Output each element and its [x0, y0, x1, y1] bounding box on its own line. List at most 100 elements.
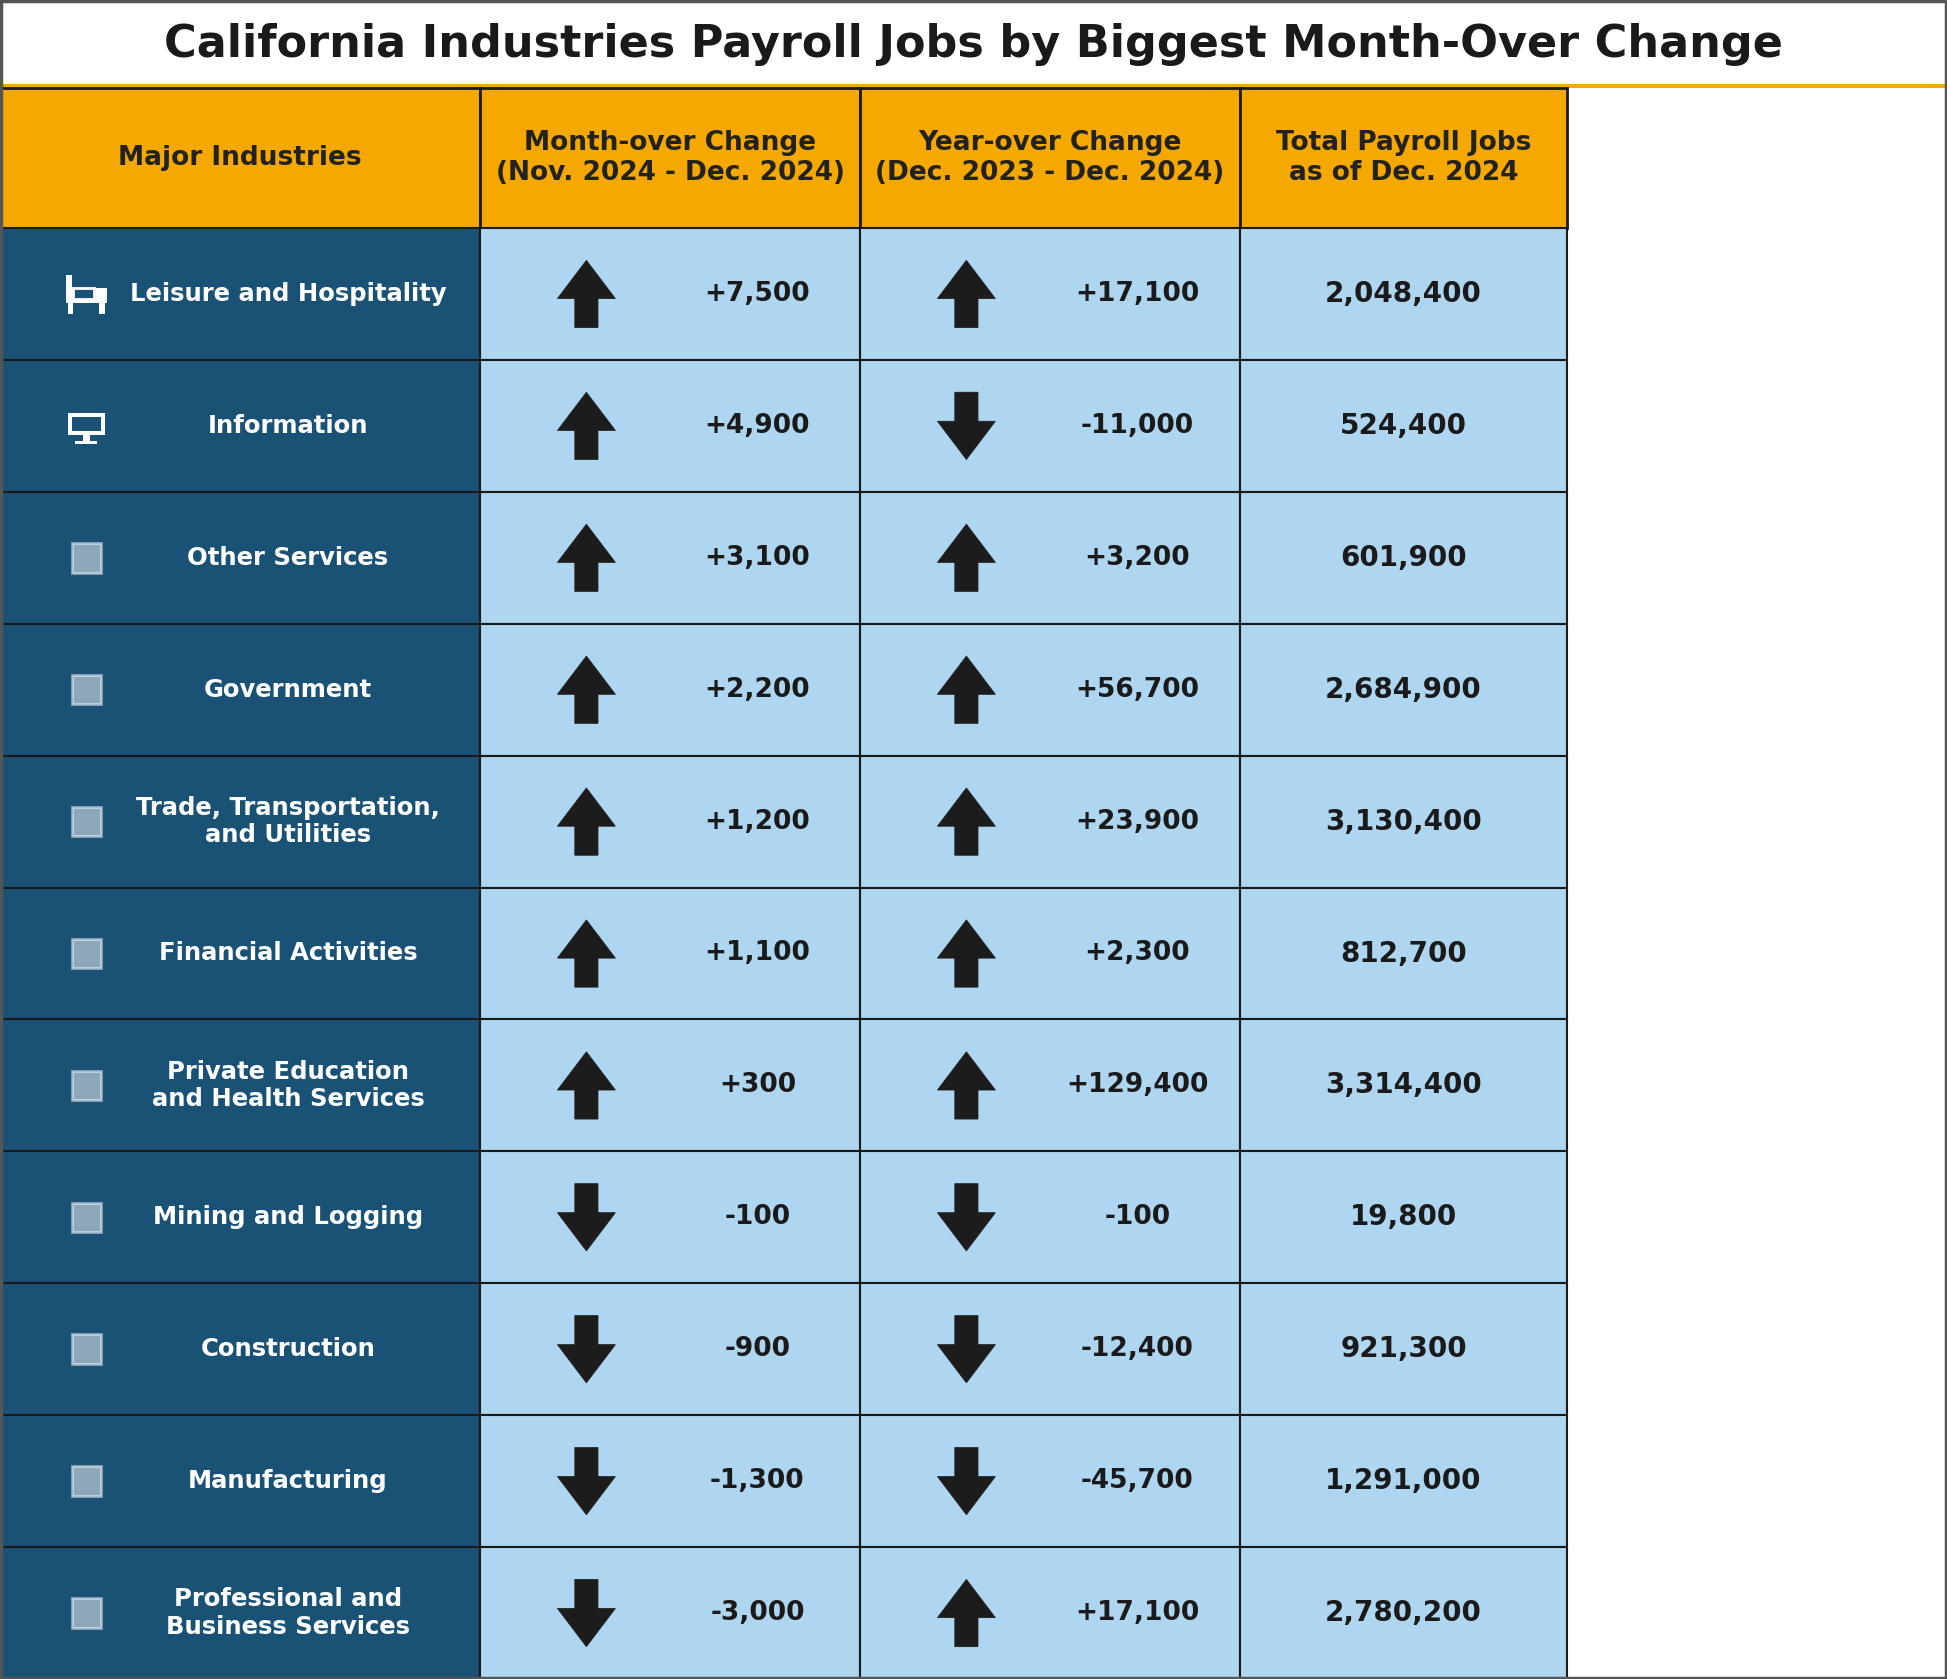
Polygon shape — [557, 1447, 615, 1514]
Polygon shape — [557, 524, 615, 591]
Text: +2,300: +2,300 — [1084, 940, 1190, 967]
Text: +23,900: +23,900 — [1075, 809, 1199, 834]
Text: -12,400: -12,400 — [1081, 1336, 1194, 1362]
Polygon shape — [557, 393, 615, 460]
Bar — [481, 87, 861, 228]
Bar — [861, 623, 1240, 756]
Polygon shape — [937, 1580, 995, 1647]
Text: -1,300: -1,300 — [711, 1467, 804, 1494]
Text: +17,100: +17,100 — [1075, 280, 1199, 307]
Bar — [861, 756, 1240, 888]
Bar — [1240, 1152, 1567, 1283]
Text: Trade, Transportation,
and Utilities: Trade, Transportation, and Utilities — [136, 796, 440, 848]
Bar — [1240, 623, 1567, 756]
Text: +3,200: +3,200 — [1084, 544, 1190, 571]
Text: -100: -100 — [724, 1204, 790, 1231]
Bar — [1240, 756, 1567, 888]
Bar — [0, 756, 481, 888]
Bar — [861, 1283, 1240, 1415]
Bar — [0, 1546, 481, 1679]
Polygon shape — [557, 920, 615, 987]
Text: +7,500: +7,500 — [705, 280, 810, 307]
Bar — [72, 1598, 101, 1629]
Bar — [0, 87, 481, 228]
Bar — [72, 808, 101, 836]
Text: California Industries Payroll Jobs by Biggest Month-Over Change: California Industries Payroll Jobs by Bi… — [164, 22, 1783, 65]
Bar — [861, 228, 1240, 359]
Bar — [0, 1019, 481, 1152]
Text: Professional and
Business Services: Professional and Business Services — [165, 1587, 411, 1639]
Text: -45,700: -45,700 — [1081, 1467, 1194, 1494]
Text: Construction: Construction — [201, 1336, 376, 1362]
Text: Manufacturing: Manufacturing — [189, 1469, 387, 1493]
Bar — [481, 1415, 861, 1546]
Bar — [481, 359, 861, 492]
Text: Financial Activities: Financial Activities — [160, 942, 417, 965]
Text: 19,800: 19,800 — [1349, 1204, 1456, 1231]
Bar — [481, 492, 861, 623]
Text: 812,700: 812,700 — [1340, 940, 1466, 967]
Bar — [1240, 1283, 1567, 1415]
Bar — [72, 1466, 101, 1496]
Text: Leisure and Hospitality: Leisure and Hospitality — [130, 282, 446, 306]
Text: Total Payroll Jobs
as of Dec. 2024: Total Payroll Jobs as of Dec. 2024 — [1275, 129, 1530, 186]
Text: +1,200: +1,200 — [705, 809, 810, 834]
Bar — [0, 492, 481, 623]
Bar — [481, 1152, 861, 1283]
Text: 3,130,400: 3,130,400 — [1326, 808, 1482, 836]
Bar — [68, 304, 74, 314]
Bar — [0, 1283, 481, 1415]
Bar — [481, 1546, 861, 1679]
Polygon shape — [937, 656, 995, 724]
Text: Mining and Logging: Mining and Logging — [154, 1206, 422, 1229]
Bar — [1240, 888, 1567, 1019]
Bar — [0, 359, 481, 492]
Bar — [72, 675, 101, 705]
Text: Month-over Change
(Nov. 2024 - Dec. 2024): Month-over Change (Nov. 2024 - Dec. 2024… — [495, 129, 845, 186]
Text: -900: -900 — [724, 1336, 790, 1362]
Text: -100: -100 — [1104, 1204, 1170, 1231]
Text: 1,291,000: 1,291,000 — [1326, 1467, 1482, 1494]
Bar — [0, 0, 1947, 87]
Bar — [1240, 1546, 1567, 1679]
Polygon shape — [557, 1051, 615, 1120]
Text: 921,300: 921,300 — [1340, 1335, 1466, 1363]
Bar — [99, 304, 105, 314]
Bar — [72, 1071, 101, 1100]
Text: Major Industries: Major Industries — [119, 144, 362, 171]
Text: +1,100: +1,100 — [705, 940, 810, 967]
Bar — [72, 1202, 101, 1232]
Polygon shape — [937, 1051, 995, 1120]
Bar — [72, 1335, 101, 1363]
Text: +17,100: +17,100 — [1075, 1600, 1199, 1625]
Text: +3,100: +3,100 — [705, 544, 810, 571]
Polygon shape — [937, 1316, 995, 1383]
Bar — [0, 228, 481, 359]
Text: 601,900: 601,900 — [1340, 544, 1466, 573]
Polygon shape — [937, 1447, 995, 1514]
Bar — [1240, 1415, 1567, 1546]
Bar — [1240, 228, 1567, 359]
Bar — [72, 939, 101, 969]
Text: Other Services: Other Services — [187, 546, 389, 569]
Bar — [861, 1019, 1240, 1152]
Bar — [72, 542, 101, 573]
Polygon shape — [557, 260, 615, 327]
Bar — [481, 623, 861, 756]
Polygon shape — [937, 1184, 995, 1251]
Polygon shape — [937, 920, 995, 987]
Text: 2,684,900: 2,684,900 — [1326, 675, 1482, 704]
Bar — [861, 359, 1240, 492]
Bar — [0, 888, 481, 1019]
Bar — [481, 1283, 861, 1415]
Polygon shape — [557, 1316, 615, 1383]
Bar — [0, 84, 1947, 87]
Bar — [0, 1152, 481, 1283]
Bar — [481, 888, 861, 1019]
Bar — [1240, 1019, 1567, 1152]
Bar — [1240, 87, 1567, 228]
Text: 2,048,400: 2,048,400 — [1326, 280, 1482, 307]
Text: +56,700: +56,700 — [1075, 677, 1199, 704]
Bar — [861, 1152, 1240, 1283]
Text: +129,400: +129,400 — [1067, 1073, 1209, 1098]
